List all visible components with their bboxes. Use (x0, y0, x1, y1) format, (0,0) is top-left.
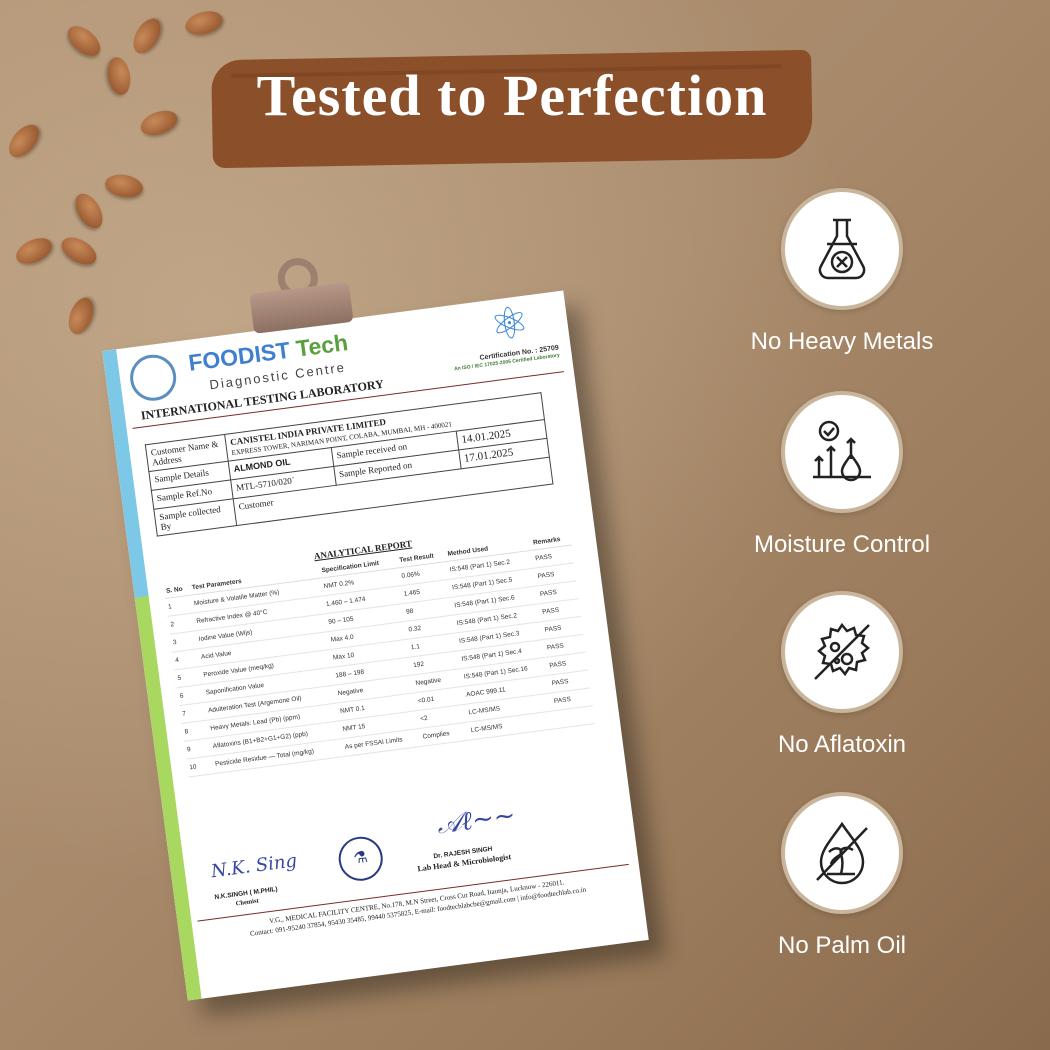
moisture-gauge-icon (813, 420, 871, 482)
lab-report-document: FOODIST Tech Diagnostic Centre ⚛ Certifi… (102, 290, 649, 1001)
signature-rajesh-singh-icon: 𝒜ℓ~~ (435, 800, 518, 841)
feature-no-aflatoxin: No Aflatoxin (742, 591, 942, 759)
flask-x-icon (818, 218, 866, 280)
feature-label: No Aflatoxin (777, 731, 907, 758)
palm-crossed-icon (816, 821, 868, 885)
microscope-icon (127, 351, 179, 404)
feature-moisture-control: Moisture Control (742, 391, 942, 559)
signature-nk-singh: N.K. Sing (209, 850, 299, 883)
feature-label: No Palm Oil (777, 932, 907, 959)
feature-label: Moisture Control (753, 531, 931, 558)
feature-no-palm-oil: No Palm Oil (742, 792, 942, 960)
lab-seal-icon: ⚗ (336, 834, 386, 884)
signatory-1: N.K.SINGH ( M.PHIL) Chemist (214, 885, 279, 908)
binder-clip (246, 252, 354, 339)
table-cell: 10 (186, 755, 215, 778)
feature-no-heavy-metals: No Heavy Metals (742, 188, 942, 356)
mold-crossed-icon (814, 622, 870, 680)
feature-label: No Heavy Metals (750, 328, 934, 355)
table-cell (553, 705, 596, 729)
page-title: Tested to Perfection (256, 63, 768, 128)
signatory-2: Dr. RAJESH SINGH Lab Head & Microbiologis… (416, 845, 512, 874)
brand-accent: Tech (294, 329, 350, 362)
footer: V.G., MEDICAL FACILITY CENTRE, No.178, M… (249, 878, 587, 938)
atom-icon: ⚛ (486, 297, 533, 352)
